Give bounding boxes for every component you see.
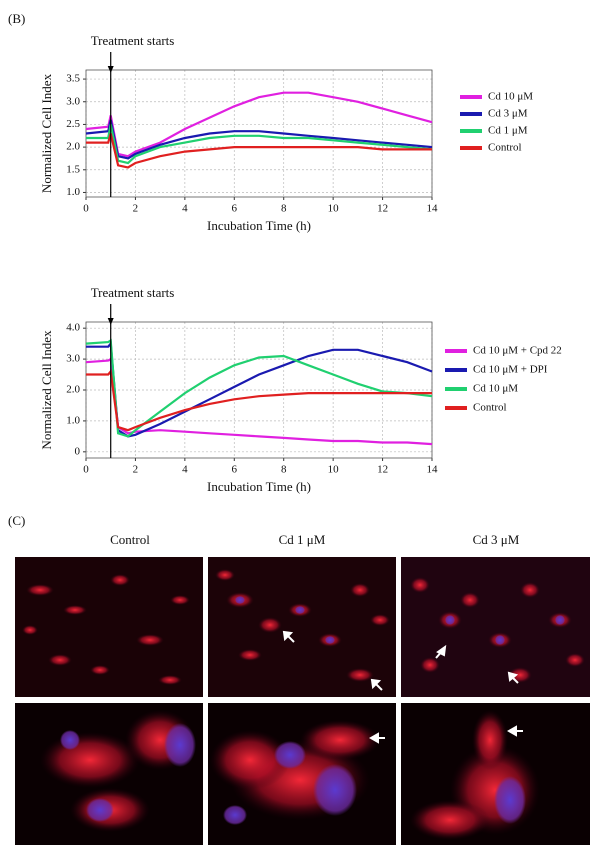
plot-frame — [85, 321, 433, 459]
y-tick-label: 2.0 — [66, 384, 80, 396]
y-tick-label: 3.0 — [66, 353, 80, 365]
x-tick-label: 10 — [328, 203, 340, 215]
x-tick-label: 0 — [83, 464, 89, 476]
annotation-arrowhead — [107, 66, 114, 73]
y-tick-label: 0 — [75, 445, 81, 457]
x-tick-label: 10 — [328, 464, 340, 476]
x-tick-label: 0 — [83, 203, 89, 215]
legend-label: Cd 10 μM + Cpd 22 — [473, 345, 562, 357]
x-tick-label: 14 — [427, 464, 439, 476]
x-tick-label: 2 — [133, 203, 139, 215]
series-line — [85, 357, 433, 446]
legend-label: Cd 10 μM — [473, 383, 518, 395]
y-tick-label: 3.5 — [66, 73, 80, 85]
micrographs — [15, 557, 590, 845]
x-axis-label: Incubation Time (h) — [207, 218, 311, 233]
legend-label: Cd 1 μM — [488, 125, 528, 137]
plot-frame — [85, 69, 433, 198]
x-tick-label: 8 — [281, 203, 287, 215]
legend-label: Cd 10 μM + DPI — [473, 364, 548, 376]
micrograph — [15, 557, 203, 697]
y-axis-label: Normalized Cell Index — [39, 330, 54, 450]
series-line — [85, 119, 433, 160]
column-label: Cd 3 μM — [473, 532, 520, 547]
series-line — [86, 124, 433, 165]
x-tick-label: 12 — [377, 203, 388, 215]
y-tick-label: 1.0 — [66, 414, 80, 426]
y-axis-label: Normalized Cell Index — [39, 73, 54, 193]
x-tick-label: 4 — [182, 464, 188, 476]
x-tick-label: 12 — [377, 464, 388, 476]
legend-label: Cd 3 μM — [488, 108, 528, 120]
y-tick-label: 1.0 — [66, 186, 80, 198]
x-tick-label: 8 — [281, 464, 287, 476]
column-label: Cd 1 μM — [279, 532, 326, 547]
arrows — [282, 630, 523, 744]
series-line — [86, 133, 432, 169]
annotation: Treatment starts — [91, 285, 175, 300]
annotation-arrowhead — [107, 318, 114, 325]
y-tick-label: 2.0 — [66, 141, 80, 153]
legend-label: Control — [473, 402, 507, 414]
x-tick-label: 6 — [232, 203, 238, 215]
series-line — [86, 368, 432, 432]
x-tick-label: 6 — [232, 464, 238, 476]
y-tick-label: 3.0 — [66, 95, 80, 107]
x-axis-label: Incubation Time (h) — [207, 479, 311, 494]
y-tick-label: 2.5 — [66, 118, 80, 130]
panel-label: (C) — [8, 513, 25, 528]
x-tick-label: 4 — [182, 203, 188, 215]
x-tick-label: 14 — [427, 203, 439, 215]
annotation: Treatment starts — [91, 33, 175, 48]
column-label: Control — [110, 532, 150, 547]
legend-label: Cd 10 μM — [488, 91, 533, 103]
legend-label: Control — [488, 142, 522, 154]
y-tick-label: 1.5 — [66, 163, 80, 175]
x-tick-label: 2 — [133, 464, 139, 476]
y-tick-label: 4.0 — [66, 322, 80, 334]
panel-label: (B) — [8, 11, 25, 26]
nuclei — [60, 596, 565, 825]
